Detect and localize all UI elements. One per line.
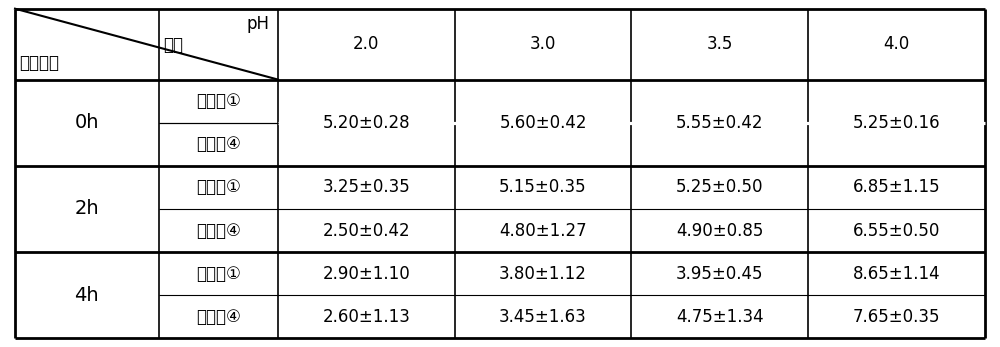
Text: 3.0: 3.0 xyxy=(530,35,556,53)
Text: 8.65±1.14: 8.65±1.14 xyxy=(853,265,940,282)
Text: 5.55±0.42: 5.55±0.42 xyxy=(676,114,764,132)
Text: 培养基④: 培养基④ xyxy=(196,135,241,153)
Text: 4h: 4h xyxy=(74,286,99,305)
Text: 4.0: 4.0 xyxy=(883,35,910,53)
Text: 3.45±1.63: 3.45±1.63 xyxy=(499,308,587,326)
Text: 5.25±0.16: 5.25±0.16 xyxy=(853,114,940,132)
Text: 培养基①: 培养基① xyxy=(196,265,241,282)
Text: 3.25±0.35: 3.25±0.35 xyxy=(322,178,410,196)
Text: 2h: 2h xyxy=(74,200,99,219)
Text: 5.15±0.35: 5.15±0.35 xyxy=(499,178,587,196)
Text: 2.50±0.42: 2.50±0.42 xyxy=(322,221,410,239)
Text: 6.85±1.15: 6.85±1.15 xyxy=(853,178,940,196)
Text: 培养基①: 培养基① xyxy=(196,92,241,110)
Text: 培养时间: 培养时间 xyxy=(19,54,59,72)
Text: 菌数: 菌数 xyxy=(164,36,184,53)
Text: 3.95±0.45: 3.95±0.45 xyxy=(676,265,764,282)
Text: 5.20±0.28: 5.20±0.28 xyxy=(322,114,410,132)
Text: 0h: 0h xyxy=(75,113,99,132)
Text: 6.55±0.50: 6.55±0.50 xyxy=(853,221,940,239)
Text: 4.75±1.34: 4.75±1.34 xyxy=(676,308,764,326)
Text: 培养基④: 培养基④ xyxy=(196,308,241,326)
Text: 3.5: 3.5 xyxy=(707,35,733,53)
Text: 4.90±0.85: 4.90±0.85 xyxy=(676,221,764,239)
Text: 5.25±0.50: 5.25±0.50 xyxy=(676,178,764,196)
Text: 4.80±1.27: 4.80±1.27 xyxy=(499,221,587,239)
Text: 培养基④: 培养基④ xyxy=(196,221,241,239)
Text: 2.60±1.13: 2.60±1.13 xyxy=(322,308,410,326)
Text: 3.80±1.12: 3.80±1.12 xyxy=(499,265,587,282)
Text: 2.90±1.10: 2.90±1.10 xyxy=(322,265,410,282)
Text: 5.60±0.42: 5.60±0.42 xyxy=(499,114,587,132)
Text: 7.65±0.35: 7.65±0.35 xyxy=(853,308,940,326)
Text: 培养基①: 培养基① xyxy=(196,178,241,196)
Text: pH: pH xyxy=(247,15,270,33)
Text: 2.0: 2.0 xyxy=(353,35,379,53)
